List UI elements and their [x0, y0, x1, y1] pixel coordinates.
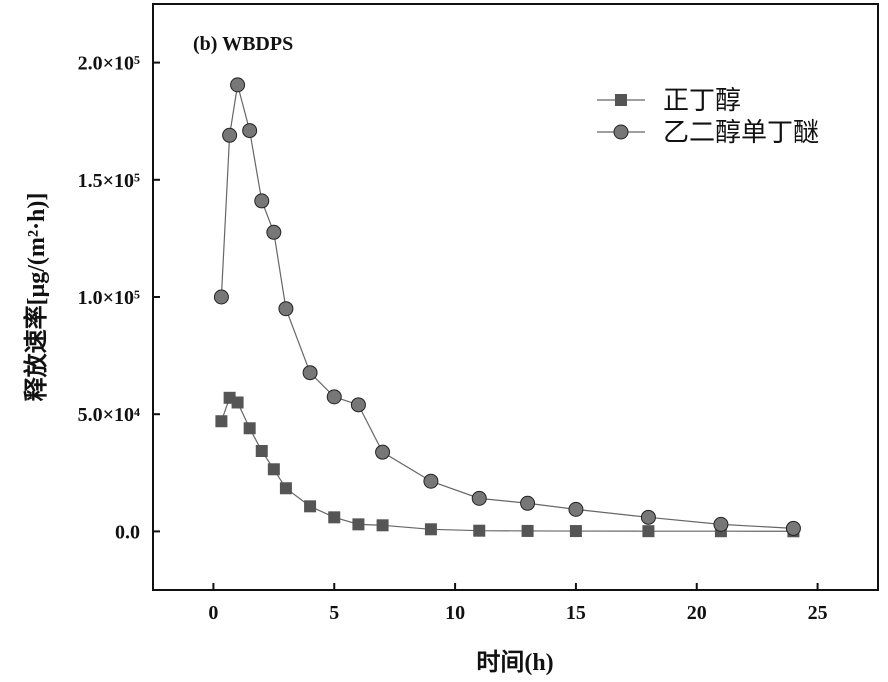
data-point-circle — [640, 509, 656, 525]
y-tick-label: 1.5×10⁵ — [78, 170, 140, 192]
x-tick-label: 0 — [208, 602, 218, 624]
data-point-circle — [350, 397, 366, 413]
x-tick-label: 10 — [445, 602, 465, 624]
y-tick-label: 2.0×10⁵ — [78, 53, 140, 75]
x-tick-label: 5 — [329, 602, 339, 624]
data-point-circle — [222, 127, 238, 143]
chart-title: (b) WBDPS — [193, 33, 293, 55]
data-point-square — [376, 519, 389, 532]
data-point-circle — [785, 520, 801, 536]
data-point-circle — [471, 490, 487, 506]
data-point-circle — [278, 301, 294, 317]
data-point-square — [424, 523, 437, 536]
y-tick-label: 1.0×10⁵ — [78, 287, 140, 309]
data-point-circle — [423, 473, 439, 489]
legend-circle-marker — [613, 124, 629, 140]
data-point-square — [243, 422, 256, 435]
data-point-circle — [242, 123, 258, 139]
data-point-circle — [302, 365, 318, 381]
x-axis-label: 时间(h) — [476, 649, 553, 676]
data-point-square — [328, 511, 341, 524]
data-point-square — [279, 482, 292, 495]
data-point-square — [255, 445, 268, 458]
data-point-circle — [266, 224, 282, 240]
data-point-square — [521, 524, 534, 537]
data-point-square — [304, 500, 317, 513]
legend-square-marker — [615, 94, 627, 106]
legend-label: 正丁醇 — [663, 86, 741, 115]
data-point-circle — [568, 501, 584, 517]
data-point-circle — [254, 193, 270, 209]
data-point-circle — [520, 495, 536, 511]
data-point-square — [569, 525, 582, 538]
data-point-square — [231, 396, 244, 409]
data-point-circle — [213, 289, 229, 305]
data-point-square — [352, 518, 365, 531]
x-tick-label: 15 — [566, 602, 586, 624]
legend-label: 乙二醇单丁醚 — [663, 118, 819, 147]
y-axis-label: 释放速率[μg/(m²·h)] — [22, 193, 50, 402]
y-tick-label: 0.0 — [115, 521, 140, 543]
x-tick-label: 25 — [808, 602, 828, 624]
data-point-circle — [230, 77, 246, 93]
x-tick-label: 20 — [687, 602, 707, 624]
data-point-square — [267, 463, 280, 476]
series-line — [220, 84, 794, 529]
data-point-square — [215, 415, 228, 428]
data-point-circle — [375, 444, 391, 460]
y-tick-label: 5.0×10⁴ — [78, 404, 140, 426]
data-point-circle — [713, 516, 729, 532]
data-point-circle — [326, 389, 342, 405]
data-point-square — [642, 525, 655, 538]
data-point-square — [473, 524, 486, 537]
